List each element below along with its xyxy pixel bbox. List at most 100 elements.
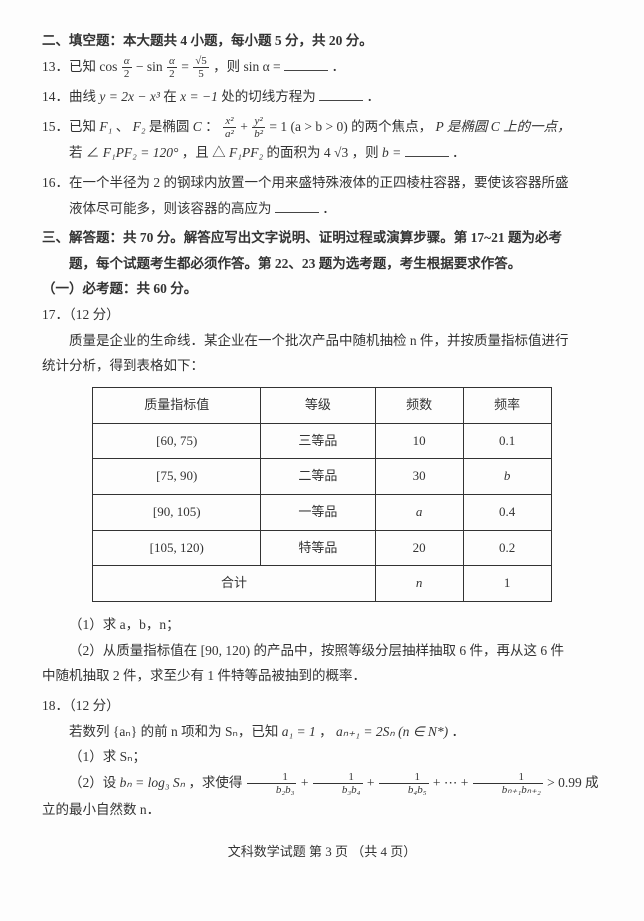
question-14: 14．曲线 y = 2x − x³ 在 x = −1 处的切线方程为 ． (42, 84, 602, 110)
q14-rest: 处的切线方程为 (221, 89, 319, 104)
th-grade: 等级 (261, 388, 376, 424)
cell: 10 (375, 423, 463, 459)
q18-rec: aₙ₊₁ = 2Sₙ (n ∈ N*) (336, 724, 448, 739)
question-16: 16．在一个半径为 2 的钢球内放置一个用来盛特殊液体的正四棱柱容器，要使该容器… (42, 170, 602, 221)
q18-sep: ， (319, 724, 333, 739)
frac-den: 2 (122, 68, 132, 80)
cell: [75, 90) (93, 459, 261, 495)
cell: 0.1 (463, 423, 551, 459)
q13-frac-a2-2: α 2 (167, 55, 177, 80)
series-term-1: 1 b₂b₃ (247, 771, 297, 796)
q15-colon: ： (205, 119, 219, 134)
q15-tri: F₁PF₂ (229, 145, 263, 160)
th-rate: 频率 (463, 388, 551, 424)
frac-den: b₄b₅ (379, 784, 429, 796)
q13-sin: − sin (136, 59, 163, 74)
cell: 三等品 (261, 423, 376, 459)
frac-num: 1 (379, 771, 429, 784)
page-footer: 文科数学试题 第 3 页 （共 4 页） (42, 840, 602, 865)
blank-fill (284, 56, 328, 71)
q15-mid2: ，且 △ (182, 145, 226, 160)
th-freq: 频数 (375, 388, 463, 424)
th-indicator: 质量指标值 (93, 388, 261, 424)
q15-F1: F₁ (99, 119, 112, 134)
cell: [105, 120) (93, 530, 261, 566)
question-17: 17．（12 分） 质量是企业的生命线．某企业在一个批次产品中随机抽检 n 件，… (42, 302, 602, 689)
q17-p1: 质量是企业的生命线．某企业在一个批次产品中随机抽检 n 件，并按质量指标值进行 (42, 328, 602, 354)
q17-sub2a: （2）从质量指标值在 [90, 120) 的产品中，按照等级分层抽样抽取 6 件… (42, 638, 602, 664)
cell: 特等品 (261, 530, 376, 566)
frac-num: 1 (473, 771, 543, 784)
frac-den: bₙ₊₁bₙ₊₂ (473, 784, 543, 796)
q15-C: C (193, 119, 202, 134)
q15-sep1: 、 (116, 119, 130, 134)
q15-then: ，则 (352, 145, 382, 160)
frac-den: 2 (167, 68, 177, 80)
cell: 20 (375, 530, 463, 566)
q15-rest1: 的两个焦点， (351, 119, 432, 134)
q13-rhs-frac: √5 5 (193, 55, 209, 80)
q18-p1: 若数列 {aₙ} 的前 n 项和为 Sₙ，已知 a₁ = 1 ， aₙ₊₁ = … (42, 719, 602, 745)
frac-den: 5 (193, 68, 209, 80)
q17-num: 17．（12 分） (42, 302, 602, 328)
cell: 0.2 (463, 530, 551, 566)
frac-num: α (167, 55, 177, 68)
q13-eq: = (181, 59, 192, 74)
q18-bn: bₙ = log₃ Sₙ (120, 775, 185, 790)
q16-line1: 16．在一个半径为 2 的钢球内放置一个用来盛特殊液体的正四棱柱容器，要使该容器… (42, 170, 602, 196)
q18-a1: a₁ = 1 (282, 724, 316, 739)
frac-den: b₂b₃ (247, 784, 297, 796)
total-n: n (375, 566, 463, 602)
q17-table: 质量指标值 等级 频数 频率 [60, 75) 三等品 10 0.1 [75, … (92, 387, 551, 602)
q18-sub2: （2）设 bₙ = log₃ Sₙ ，求使得 1 b₂b₃ + 1 b₃b₄ +… (42, 770, 602, 822)
cell: 0.4 (463, 495, 551, 531)
total-label: 合计 (93, 566, 375, 602)
q13-frac-a2-1: α 2 (122, 55, 132, 80)
section-3-sub: （一）必考题：共 60 分。 (42, 276, 602, 302)
cell: [90, 105) (93, 495, 261, 531)
q15-F2: F₂ (133, 119, 146, 134)
frac-den: a² (223, 128, 236, 140)
blank-fill (405, 143, 449, 158)
q14-at: 在 (163, 89, 180, 104)
q15-area-pre: 的面积为 4 (267, 145, 331, 160)
q18-end1: ． (451, 724, 465, 739)
q18-gt: > 0.99 (547, 775, 582, 790)
blank-fill (319, 87, 363, 102)
q15-frac1: x² a² (223, 115, 236, 140)
frac-num: α (122, 55, 132, 68)
q18-p1a: 若数列 {aₙ} 的前 n 项和为 Sₙ，已知 (69, 724, 282, 739)
s3-l2: 题，每个试题考生都必须作答。第 22、23 题为选考题，考生根据要求作答。 (42, 251, 602, 277)
s3-l1: 三、解答题：共 70 分。解答应写出文字说明、证明过程或演算步骤。第 17~21… (42, 225, 602, 251)
table-header-row: 质量指标值 等级 频数 频率 (93, 388, 551, 424)
q16-line2: 液体尽可能多，则该容器的高应为 (69, 201, 272, 216)
frac-num: √5 (193, 55, 209, 68)
blank-fill (275, 198, 319, 213)
q16-end: ． (322, 201, 336, 216)
cell: [60, 75) (93, 423, 261, 459)
frac-num: y² (252, 115, 265, 128)
question-18: 18．（12 分） 若数列 {aₙ} 的前 n 项和为 Sₙ，已知 a₁ = 1… (42, 693, 602, 822)
exam-page: 二、填空题：本大题共 4 小题，每小题 5 分，共 20 分。 13．已知 co… (0, 0, 644, 921)
total-f: 1 (463, 566, 551, 602)
series-term-3: 1 b₄b₅ (379, 771, 429, 796)
q18-sub1: （1）求 Sₙ； (42, 744, 602, 770)
q17-sub2b: 中随机抽取 2 件，求至少有 1 件特等品被抽到的概率． (42, 663, 602, 689)
cell: 30 (375, 459, 463, 495)
q15-mid1: 是椭圆 (149, 119, 193, 134)
frac-num: 1 (247, 771, 297, 784)
plus-sign: + (367, 775, 378, 790)
q15-angle: F₁PF₂ = 120° (103, 145, 179, 160)
q18-sub2b: ，求使得 (188, 775, 245, 790)
q15-end: ． (452, 145, 466, 160)
q18-num: 18．（12 分） (42, 693, 602, 719)
q15-eq1: = 1 (a > b > 0) (269, 119, 347, 134)
q16-l2wrap: 液体尽可能多，则该容器的高应为 ． (42, 196, 602, 222)
q15-l1a: 15．已知 (42, 119, 99, 134)
table-total-row: 合计 n 1 (93, 566, 551, 602)
question-13: 13．已知 cos α 2 − sin α 2 = √5 5 ，则 sin α … (42, 54, 602, 81)
dots: + ⋯ + (433, 775, 472, 790)
q13-prefix: 13．已知 (42, 59, 99, 74)
q14-xval: x = −1 (180, 89, 218, 104)
q14-eq: y = 2x − x³ (99, 89, 160, 104)
